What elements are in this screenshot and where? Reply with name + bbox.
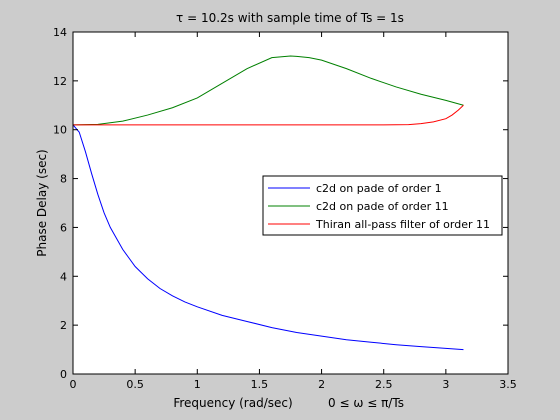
x-tick-label: 1.5 — [251, 378, 269, 391]
x-tick-label: 2 — [318, 378, 325, 391]
chart-title: τ = 10.2s with sample time of Ts = 1s — [176, 11, 404, 25]
x-tick-label: 0.5 — [126, 378, 144, 391]
x-axis-range-label: 0 ≤ ω ≤ π/Ts — [328, 396, 404, 410]
y-tick-label: 14 — [53, 26, 67, 39]
y-tick-label: 0 — [60, 368, 67, 381]
y-tick-label: 6 — [60, 221, 67, 234]
plot-frame — [72, 31, 509, 375]
x-axis-label: Frequency (rad/sec) — [173, 396, 292, 410]
axis-layer: 0 0.5 1 1.5 2 2.5 3 3.5 0 2 4 6 8 10 12 14 — [53, 26, 517, 391]
y-tick-label: 4 — [60, 270, 67, 283]
series-line-1 — [72, 124, 464, 351]
series-line-3 — [73, 104, 464, 126]
x-tick-label: 3.5 — [499, 378, 517, 391]
x-tick-label: 1 — [194, 378, 201, 391]
legend: c2d on pade of order 1 c2d on pade of or… — [262, 175, 503, 236]
y-tick-label: 2 — [60, 319, 67, 332]
x-tick-label: 3 — [442, 378, 449, 391]
series-layer — [72, 55, 464, 351]
legend-label-series-1: c2d on pade of order 1 — [316, 182, 442, 195]
y-tick-label: 8 — [60, 173, 67, 186]
y-tick-label: 12 — [53, 75, 67, 88]
legend-label-series-3: Thiran all-pass filter of order 11 — [315, 218, 490, 231]
legend-label-series-2: c2d on pade of order 11 — [316, 200, 449, 213]
x-tick-label: 0 — [70, 378, 77, 391]
y-tick-label: 10 — [53, 124, 67, 137]
y-axis-label: Phase Delay (sec) — [35, 149, 49, 256]
x-tick-label: 2.5 — [375, 378, 393, 391]
series-line-2 — [72, 55, 464, 126]
